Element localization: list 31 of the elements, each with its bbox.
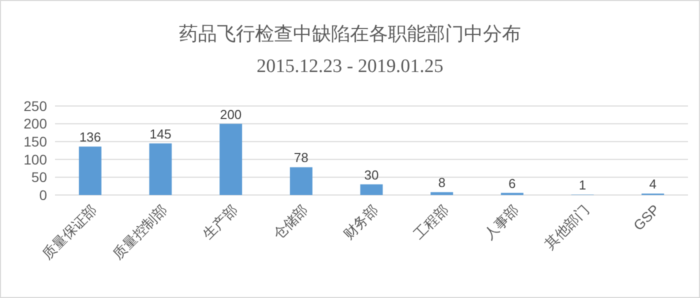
y-tick-label: 200 xyxy=(24,116,48,132)
bar xyxy=(220,124,242,195)
data-label: 78 xyxy=(294,150,308,166)
data-label: 136 xyxy=(79,130,102,145)
y-tick-label: 250 xyxy=(24,98,48,114)
chart-title: 药品飞行检查中缺陷在各职能部门中分布 xyxy=(179,23,521,45)
y-tick-label: 100 xyxy=(24,151,48,168)
x-tick-label: 质量保证部 xyxy=(38,201,100,262)
data-label: 30 xyxy=(364,167,379,182)
x-tick-label: 人事部 xyxy=(480,201,522,242)
data-label: 200 xyxy=(220,106,242,122)
data-label: 6 xyxy=(508,176,516,191)
bar xyxy=(360,184,383,195)
data-label: 8 xyxy=(438,175,446,190)
x-tick-label: 财务部 xyxy=(340,201,382,242)
x-tick-label: 仓储部 xyxy=(270,201,311,242)
data-label: 4 xyxy=(649,176,656,192)
x-tick-label: 其他部门 xyxy=(541,201,592,252)
bar xyxy=(78,146,102,195)
x-tick-label: 生产部 xyxy=(199,201,240,242)
x-tick-label: 工程部 xyxy=(410,201,452,242)
y-tick-label: 50 xyxy=(31,169,48,186)
data-label: 145 xyxy=(150,126,172,142)
y-tick-label: 0 xyxy=(39,186,48,203)
chart-subtitle: 2015.12.23 - 2019.01.25 xyxy=(256,56,444,77)
bar xyxy=(430,192,454,195)
bar xyxy=(290,167,312,195)
data-label: 1 xyxy=(578,178,586,193)
y-tick-label: 150 xyxy=(24,134,48,150)
x-tick-label: 质量控制部 xyxy=(109,201,170,262)
bar xyxy=(149,143,172,195)
